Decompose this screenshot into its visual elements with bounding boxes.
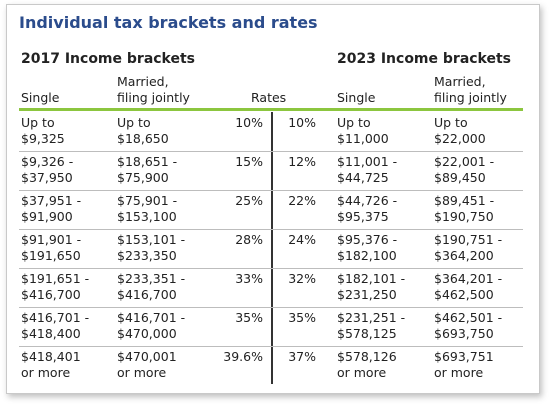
bracket-cell: $470,001 or more	[117, 349, 177, 380]
rate-cell: 24%	[288, 232, 316, 247]
bracket-cell: $191,651 - $416,700	[21, 271, 90, 302]
bracket-cell: $11,001 - $44,725	[337, 154, 398, 185]
rate-cell: 33%	[235, 271, 263, 286]
rate-cell: 37%	[288, 349, 316, 364]
bracket-cell: $190,751 - $364,200	[434, 232, 503, 263]
rate-cell: 25%	[235, 193, 263, 208]
bracket-cell: Up to $9,325	[21, 115, 65, 146]
row-rule	[19, 151, 523, 152]
rate-cell: 12%	[288, 154, 316, 169]
bracket-cell: $89,451 - $190,750	[434, 193, 495, 224]
bracket-cell: $44,726 - $95,375	[337, 193, 398, 224]
bracket-cell: $22,001 - $89,450	[434, 154, 495, 185]
title: Individual tax brackets and rates	[19, 13, 318, 32]
bracket-cell: Up to $18,650	[117, 115, 169, 146]
column-header: Rates	[251, 90, 287, 105]
section-title: 2023 Income brackets	[337, 51, 512, 67]
bracket-cell: $462,501 - $693,750	[434, 310, 503, 341]
bracket-cell: $231,251 - $578,125	[337, 310, 406, 341]
rate-cell: 28%	[235, 232, 263, 247]
bracket-cell: $416,701 - $470,000	[117, 310, 186, 341]
bracket-cell: $182,101 - $231,250	[337, 271, 406, 302]
row-rule	[19, 190, 523, 191]
header-rule	[19, 108, 523, 111]
bracket-cell: $95,376 - $182,100	[337, 232, 398, 263]
bracket-cell: $91,901 - $191,650	[21, 232, 82, 263]
bracket-cell: $416,701 - $418,400	[21, 310, 90, 341]
rate-cell: 35%	[288, 310, 316, 325]
bracket-cell: $233,351 - $416,700	[117, 271, 186, 302]
row-rule	[19, 346, 523, 347]
row-rule	[19, 268, 523, 269]
rate-divider	[271, 112, 273, 384]
bracket-cell: Up to $22,000	[434, 115, 486, 146]
bracket-cell: Up to $11,000	[337, 115, 389, 146]
column-header: Married, filing jointly	[117, 74, 190, 105]
rate-cell: 32%	[288, 271, 316, 286]
section-title: 2017 Income brackets	[21, 51, 196, 67]
table-card: Individual tax brackets and rates 2017 I…	[6, 4, 540, 394]
rate-cell: 22%	[288, 193, 316, 208]
bracket-cell: $418,401 or more	[21, 349, 81, 380]
bracket-cell: $75,901 - $153,100	[117, 193, 178, 224]
bracket-cell: $693,751 or more	[434, 349, 494, 380]
column-header: Single	[337, 90, 376, 105]
bracket-cell: $9,326 - $37,950	[21, 154, 74, 185]
column-header: Married, filing jointly	[434, 74, 507, 105]
row-rule	[19, 307, 523, 308]
bracket-cell: $364,201 - $462,500	[434, 271, 503, 302]
rate-cell: 10%	[288, 115, 316, 130]
column-header: Single	[21, 90, 60, 105]
bracket-cell: $578,126 or more	[337, 349, 397, 380]
bracket-cell: $153,101 - $233,350	[117, 232, 186, 263]
bracket-cell: $18,651 - $75,900	[117, 154, 178, 185]
row-rule	[19, 229, 523, 230]
rate-cell: 35%	[235, 310, 263, 325]
bracket-cell: $37,951 - $91,900	[21, 193, 82, 224]
rate-cell: 10%	[235, 115, 263, 130]
rate-cell: 39.6%	[223, 349, 263, 364]
rate-cell: 15%	[235, 154, 263, 169]
